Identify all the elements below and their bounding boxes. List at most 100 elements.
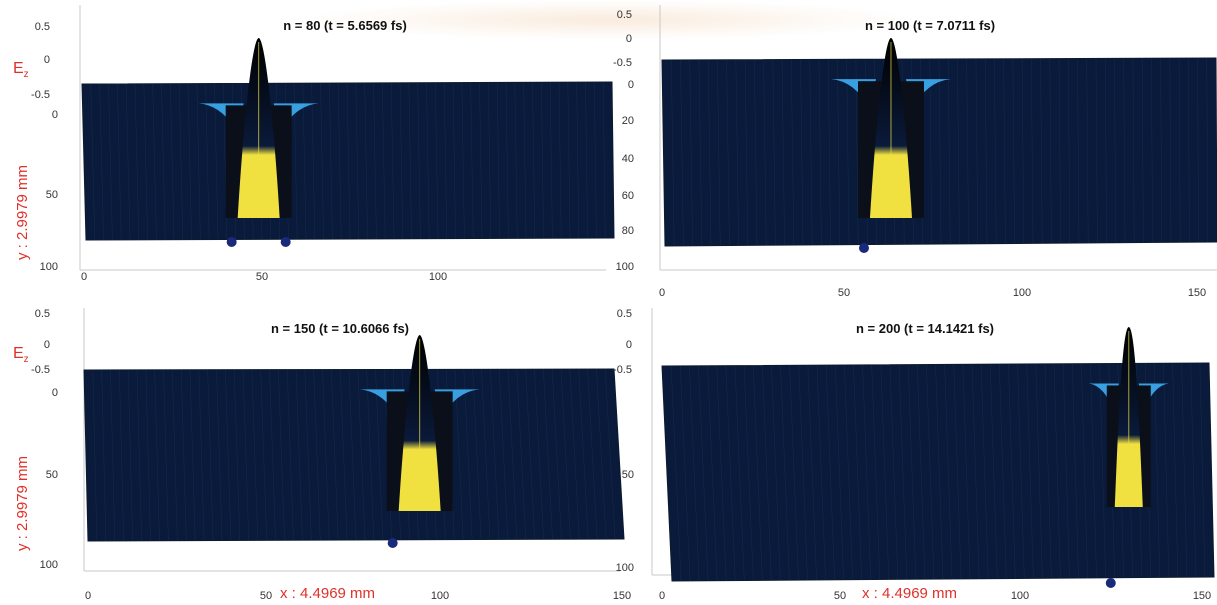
mesh-line: [355, 82, 360, 239]
mesh-line: [816, 365, 826, 580]
mesh-line: [1095, 58, 1098, 243]
mesh-line: [744, 59, 749, 246]
mesh-line: [798, 365, 808, 581]
mesh-line: [304, 369, 312, 541]
mesh-line: [525, 369, 535, 540]
mesh-line: [417, 82, 421, 239]
mesh-line: [1181, 363, 1188, 578]
mesh-line: [743, 365, 754, 581]
mesh-line: [364, 82, 368, 239]
mesh-line: [125, 83, 131, 240]
mesh-line: [269, 369, 276, 541]
x-tick-label: 150: [1188, 287, 1206, 299]
mesh-line: [1132, 58, 1135, 243]
mesh-line: [846, 59, 850, 245]
mesh-line: [1017, 364, 1025, 579]
mesh-line: [567, 82, 571, 239]
mesh-line: [818, 59, 822, 245]
mesh-line: [800, 59, 804, 246]
x-tick-label: 50: [838, 287, 850, 299]
mesh-line: [791, 59, 795, 246]
mesh-line: [1169, 58, 1172, 243]
y-tick-label: 50: [622, 469, 634, 481]
mesh-line: [1199, 363, 1206, 578]
mesh-line: [1026, 363, 1034, 579]
mesh-line: [1114, 58, 1117, 243]
x-tick-label: 0: [85, 590, 91, 602]
mesh-line: [549, 82, 553, 239]
mesh-line: [178, 83, 184, 240]
mesh-line: [295, 369, 303, 541]
mesh-line: [472, 369, 482, 540]
mesh-line: [331, 369, 339, 541]
mesh-line: [1151, 58, 1153, 243]
mesh-line: [717, 59, 721, 246]
mesh-line: [772, 59, 776, 246]
z-tick-label: 0: [44, 339, 50, 351]
mesh-line: [735, 59, 739, 246]
mesh-line: [242, 369, 250, 541]
mesh-line: [286, 369, 294, 541]
mesh-line: [143, 83, 148, 240]
mesh-line: [1141, 58, 1144, 243]
subplot-title: n = 150 (t = 10.6066 fs): [270, 321, 410, 336]
mesh-line: [953, 364, 962, 579]
mesh-line: [119, 369, 124, 541]
mesh-line: [161, 83, 166, 240]
mesh-line: [1163, 363, 1170, 578]
mesh-line: [163, 369, 169, 541]
mesh-line: [205, 83, 210, 240]
mesh-line: [754, 59, 758, 246]
pulse-shadow-dot: [280, 237, 291, 247]
y-tick-label: 100: [40, 559, 58, 571]
mesh-line: [780, 365, 790, 581]
mesh-line: [408, 82, 412, 239]
mesh-line: [207, 369, 214, 541]
mesh-line: [490, 369, 500, 540]
z-tick-label: -0.5: [613, 364, 632, 376]
mesh-line: [1099, 363, 1106, 578]
mesh-line: [907, 364, 917, 580]
mesh-line: [1031, 58, 1034, 244]
mesh-line: [752, 365, 763, 581]
mesh-line: [975, 58, 979, 244]
mesh-line: [707, 365, 718, 581]
mesh-line: [311, 83, 316, 240]
mesh-line: [346, 82, 351, 240]
mesh-line: [99, 83, 104, 240]
x-tick-label: 100: [429, 271, 447, 283]
mesh-line: [479, 82, 483, 239]
mesh-line: [604, 369, 616, 540]
mesh-line: [827, 59, 831, 245]
mesh-line: [170, 83, 175, 240]
mesh-line: [935, 364, 944, 580]
mesh-line: [514, 82, 518, 239]
mesh-line: [980, 364, 989, 579]
subplot-n100-surface: 0.5 0 -0.5 0 20 40 60 80 100 0 50 100 150: [613, 5, 1217, 299]
mesh-line: [716, 365, 727, 581]
mesh-line: [101, 369, 107, 541]
mesh-line: [898, 364, 908, 580]
surface-plane: [661, 362, 1215, 582]
x-tick-label: 150: [1193, 590, 1211, 602]
y-tick-label: 0: [628, 79, 634, 91]
mesh-line: [680, 59, 684, 246]
mesh-line: [698, 365, 709, 581]
mesh-line: [1172, 363, 1179, 578]
mesh-line: [1090, 363, 1097, 578]
mesh-line: [481, 369, 491, 540]
mesh-line: [187, 83, 192, 240]
mesh-line: [871, 364, 881, 580]
mesh-line: [560, 369, 571, 540]
subplot-n200-surface: 0.5 0 -0.5 50 100 0 50 100 150: [613, 308, 1215, 602]
subplot-n80: 0.5 0 -0.5 0 50 100 0 50 100 n = 80 (t = 5.6569 …: [0, 0, 615, 300]
mesh-line: [534, 369, 544, 540]
mesh-line: [172, 369, 178, 541]
mesh-line: [929, 59, 933, 245]
mesh-line: [435, 82, 439, 239]
mesh-line: [366, 369, 375, 540]
mesh-line: [670, 59, 675, 246]
mesh-line: [426, 82, 430, 239]
